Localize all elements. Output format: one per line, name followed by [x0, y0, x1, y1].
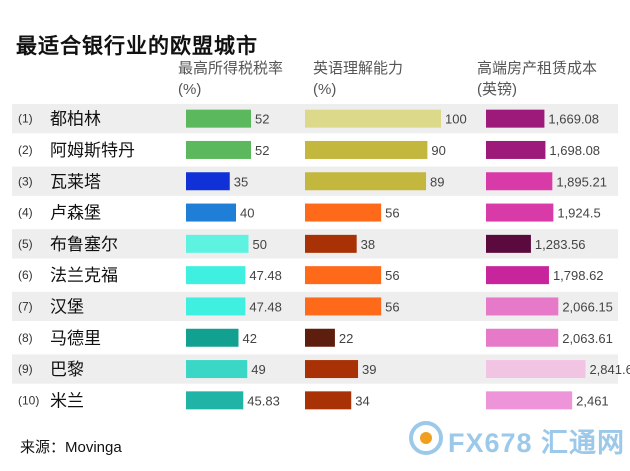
- column-header-tax-unit: (%): [178, 81, 202, 98]
- english-bar: [305, 328, 335, 347]
- rent-bar: [486, 266, 549, 285]
- tax-bar: [186, 109, 251, 128]
- english-value-label: 38: [361, 237, 375, 252]
- watermark-text: FX678 汇通网: [448, 428, 626, 458]
- rank-label: (3): [18, 174, 33, 188]
- tax-value-label: 42: [243, 331, 257, 346]
- english-value-label: 34: [355, 393, 369, 408]
- city-label: 卢森堡: [50, 204, 101, 223]
- english-bar: [305, 266, 382, 285]
- english-bar: [305, 109, 441, 128]
- english-value-label: 22: [339, 331, 353, 346]
- city-label: 马德里: [50, 329, 101, 348]
- rent-value-label: 2,066.15: [562, 299, 613, 314]
- tax-bar: [186, 266, 246, 285]
- city-label: 法兰克福: [50, 266, 118, 285]
- city-label: 米兰: [50, 391, 84, 410]
- column-header-english-label: 英语理解能力: [313, 60, 404, 77]
- english-bar: [305, 140, 428, 159]
- rent-bar: [486, 109, 545, 128]
- rent-value-label: 1,669.08: [548, 112, 599, 127]
- english-value-label: 39: [362, 362, 376, 377]
- city-label: 汉堡: [50, 297, 84, 316]
- rent-value-label: 1,283.56: [535, 237, 586, 252]
- rent-bar: [486, 234, 531, 253]
- rent-value-label: 1,895.21: [556, 174, 607, 189]
- english-bar: [305, 234, 357, 253]
- rent-value-label: 1,798.62: [553, 268, 604, 283]
- tax-value-label: 40: [240, 206, 254, 221]
- rank-label: (9): [18, 362, 33, 376]
- tax-bar: [186, 297, 246, 316]
- english-value-label: 90: [431, 143, 445, 158]
- chart-title: 最适合银行业的欧盟城市: [16, 35, 258, 58]
- english-value-label: 56: [385, 206, 399, 221]
- column-header-rent: 高端房产租赁成本 (英镑): [477, 58, 597, 100]
- city-label: 布鲁塞尔: [50, 235, 118, 254]
- rank-label: (1): [18, 112, 33, 126]
- english-value-label: 89: [430, 174, 444, 189]
- english-value-label: 100: [445, 112, 467, 127]
- rank-label: (8): [18, 331, 33, 345]
- source-note: 来源：Movinga: [20, 439, 122, 456]
- english-bar: [305, 172, 427, 191]
- tax-value-label: 52: [255, 112, 269, 127]
- english-value-label: 56: [385, 299, 399, 314]
- tax-bar: [186, 140, 251, 159]
- tax-value-label: 52: [255, 143, 269, 158]
- rent-bar: [486, 172, 553, 191]
- city-label: 瓦莱塔: [50, 172, 101, 191]
- rent-value-label: 1,698.08: [549, 143, 600, 158]
- rent-bar: [486, 140, 546, 159]
- watermark-logo-icon: [409, 421, 443, 455]
- tax-value-label: 45.83: [247, 393, 280, 408]
- english-value-label: 56: [385, 268, 399, 283]
- tax-value-label: 50: [253, 237, 267, 252]
- column-header-tax-label: 最高所得税税率: [178, 60, 284, 77]
- tax-bar: [186, 172, 230, 191]
- tax-bar: [186, 360, 248, 379]
- tax-bar: [186, 203, 236, 222]
- rank-label: (4): [18, 206, 33, 220]
- rank-label: (2): [18, 143, 33, 157]
- tax-value-label: 49: [251, 362, 265, 377]
- column-header-rent-unit: (英镑): [477, 81, 517, 98]
- rent-bar: [486, 203, 554, 222]
- column-header-tax: 最高所得税税率 (%): [178, 58, 283, 100]
- column-header-english-unit: (%): [313, 81, 337, 98]
- tax-bar: [186, 328, 239, 347]
- tax-value-label: 35: [234, 174, 248, 189]
- rent-bar: [486, 391, 573, 410]
- rent-value-label: 2,841.69: [589, 362, 630, 377]
- tax-bar: [186, 234, 249, 253]
- english-bar: [305, 391, 352, 410]
- rent-bar: [486, 360, 586, 379]
- column-header-english: 英语理解能力 (%): [313, 58, 403, 100]
- rank-label: (10): [18, 393, 39, 407]
- rent-value-label: 1,924.5: [557, 206, 600, 221]
- rank-label: (7): [18, 299, 33, 313]
- rank-label: (5): [18, 237, 33, 251]
- rank-label: (6): [18, 268, 33, 282]
- rent-value-label: 2,063.61: [562, 331, 613, 346]
- city-label: 都柏林: [50, 110, 101, 129]
- column-header-rent-label: 高端房产租赁成本: [477, 60, 598, 77]
- city-label: 阿姆斯特丹: [50, 141, 135, 160]
- rent-value-label: 2,461: [576, 393, 609, 408]
- tax-value-label: 47.48: [249, 299, 282, 314]
- english-bar: [305, 203, 382, 222]
- rent-bar: [486, 297, 559, 316]
- rent-bar: [486, 328, 559, 347]
- city-label: 巴黎: [50, 360, 84, 379]
- tax-bar: [186, 391, 244, 410]
- tax-value-label: 47.48: [249, 268, 282, 283]
- english-bar: [305, 297, 382, 316]
- english-bar: [305, 360, 359, 379]
